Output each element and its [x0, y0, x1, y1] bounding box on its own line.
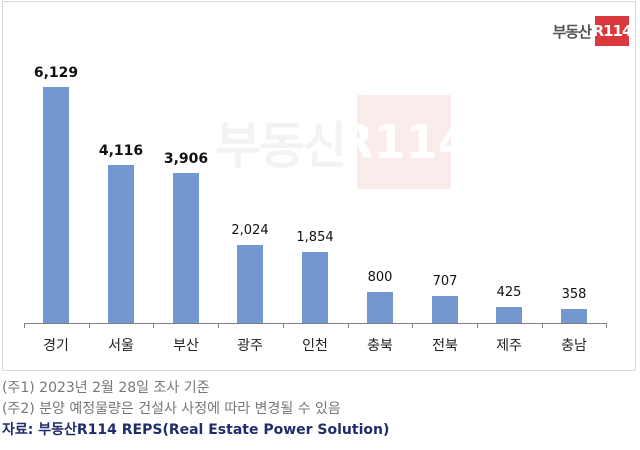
category-label: 충북 [367, 338, 393, 354]
x-axis-tick [477, 323, 478, 328]
chart-container: 부동산 R114 부동산 R114 6,129 경기 4,116 서울 3,906 부산 2… [2, 1, 636, 371]
category-label: 광주 [237, 338, 263, 354]
x-axis-tick [24, 323, 25, 328]
bar-8 [561, 309, 587, 323]
footnote-2: (주2) 분양 예정물량은 건설사 사정에 따라 변경될 수 있음 [2, 401, 341, 417]
x-axis-tick [412, 323, 413, 328]
logo-badge: R114 [593, 16, 632, 46]
data-label: 425 [496, 285, 522, 300]
data-label: 358 [561, 287, 587, 302]
bar-1 [108, 165, 134, 323]
data-label: 4,116 [98, 143, 144, 159]
logo-text: 부동산 [552, 22, 592, 41]
data-label: 2,024 [231, 223, 269, 238]
x-axis-tick [348, 323, 349, 328]
bar-6 [432, 296, 458, 323]
source-note: 자료: 부동산R114 REPS(Real Estate Power Solut… [2, 422, 390, 438]
x-axis-tick [89, 323, 90, 328]
bar-0 [43, 87, 69, 323]
x-axis-tick [283, 323, 284, 328]
category-label: 경기 [43, 338, 69, 354]
bar-2 [173, 173, 199, 323]
category-label: 충남 [561, 338, 587, 354]
bar-4 [302, 252, 328, 323]
x-axis-tick [153, 323, 154, 328]
bar-3 [237, 245, 263, 323]
data-label: 800 [367, 270, 393, 285]
data-label: 3,906 [163, 151, 209, 167]
data-label: 1,854 [296, 230, 334, 245]
x-axis [24, 323, 606, 324]
category-label: 부산 [173, 338, 199, 354]
bar-7 [496, 307, 522, 323]
category-label: 서울 [108, 338, 134, 354]
x-axis-tick [542, 323, 543, 328]
data-label: 6,129 [33, 65, 79, 81]
plot-area: 6,129 경기 4,116 서울 3,906 부산 2,024 광주 1,854 인천 800 충북… [3, 2, 637, 372]
bar-5 [367, 292, 393, 323]
data-label: 707 [432, 274, 458, 289]
category-label: 인천 [302, 338, 328, 354]
x-axis-tick [606, 323, 607, 328]
footnote-1: (주1) 2023년 2월 28일 조사 기준 [2, 380, 210, 396]
category-label: 전북 [432, 338, 458, 354]
x-axis-tick [218, 323, 219, 328]
category-label: 제주 [496, 338, 522, 354]
footnotes: (주1) 2023년 2월 28일 조사 기준 (주2) 분양 예정물량은 건설… [2, 378, 389, 441]
r114-logo: 부동산 R114 [552, 16, 632, 46]
